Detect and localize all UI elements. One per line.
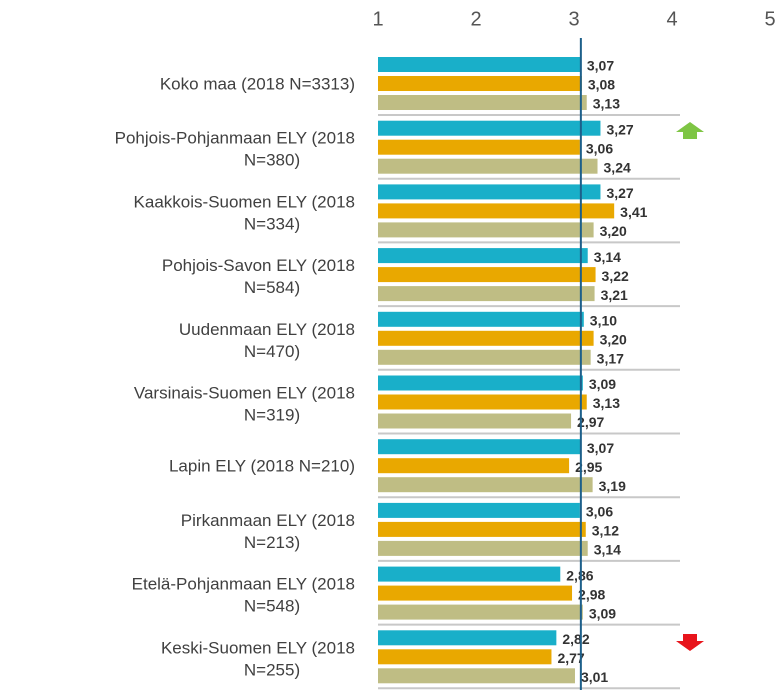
value-label: 3,24: [604, 159, 631, 175]
category-line: N=548): [244, 597, 300, 616]
category-line: N=213): [244, 533, 300, 552]
bar: [378, 222, 594, 238]
bar: [378, 158, 598, 174]
bar: [378, 120, 601, 136]
bar: [378, 585, 573, 601]
category-line: N=584): [244, 279, 300, 298]
x-tick-label: 1: [372, 8, 383, 30]
value-label: 3,19: [599, 478, 626, 494]
category-line: Uudenmaan ELY (2018: [179, 320, 355, 339]
value-label: 2,97: [577, 414, 604, 430]
category-line: N=334): [244, 215, 300, 234]
value-label: 3,41: [620, 204, 647, 220]
category-label: Etelä-Pohjanmaan ELY (2018 N=548): [132, 575, 355, 616]
bar: [378, 57, 581, 72]
bar: [378, 330, 594, 346]
value-label: 3,06: [586, 140, 613, 156]
value-label: 3,06: [586, 504, 613, 520]
value-label: 3,14: [594, 542, 621, 558]
bar: [378, 630, 557, 646]
value-label: 3,14: [594, 249, 621, 265]
category-line: N=319): [244, 406, 300, 425]
bar: [378, 540, 588, 556]
value-label: 3,10: [590, 313, 617, 329]
bar: [378, 649, 552, 665]
value-label: 3,07: [587, 440, 614, 456]
value-label: 3,21: [601, 287, 628, 303]
value-label: 2,95: [575, 459, 602, 475]
bar: [378, 521, 586, 537]
value-label: 3,17: [597, 351, 624, 367]
value-label: 3,07: [587, 58, 614, 74]
bar: [378, 604, 583, 620]
bar: [378, 375, 583, 391]
bar: [378, 566, 561, 582]
category-label: Pirkanmaan ELY (2018 N=213): [181, 511, 355, 552]
bar: [378, 439, 581, 455]
bar: [378, 349, 591, 365]
up-arrow: [676, 122, 704, 139]
category-line: N=470): [244, 342, 300, 361]
value-label: 3,08: [588, 77, 615, 93]
category-label: Keski-Suomen ELY (2018 N=255): [161, 639, 355, 680]
x-tick-label: 3: [568, 8, 579, 30]
bar: [378, 76, 582, 91]
bar: [378, 311, 584, 327]
x-tick-label: 5: [764, 8, 775, 30]
category-line: N=380): [244, 151, 300, 170]
x-tick-label: 4: [666, 8, 677, 30]
category-line: Pohjois-Savon ELY (2018: [162, 257, 355, 276]
value-label: 3,12: [592, 523, 619, 539]
value-label: 3,09: [589, 376, 616, 392]
category-label: Lapin ELY (2018 N=210): [169, 457, 355, 476]
category-label: Kaakkois-Suomen ELY (2018 N=334): [134, 193, 355, 234]
bar: [378, 248, 588, 264]
value-label: 3,22: [602, 268, 629, 284]
category-line: Pohjois-Pohjanmaan ELY (2018: [115, 129, 355, 148]
bar: [378, 286, 595, 302]
bar: [378, 203, 615, 219]
bar: [378, 668, 575, 684]
category-line: Varsinais-Suomen ELY (2018: [134, 384, 355, 403]
value-label: 2,82: [562, 631, 589, 647]
bar: [378, 139, 580, 155]
category-line: Keski-Suomen ELY (2018: [161, 639, 355, 658]
bar: [378, 502, 580, 518]
bar: [378, 95, 587, 110]
category-line: Kaakkois-Suomen ELY (2018: [134, 193, 355, 212]
value-label: 3,27: [606, 121, 633, 137]
bar: [378, 267, 596, 283]
value-label: 3,01: [581, 669, 608, 685]
bar: [378, 477, 593, 493]
category-label: Pohjois-Pohjanmaan ELY (2018 N=380): [115, 129, 355, 170]
value-label: 3,20: [600, 223, 627, 239]
x-tick-label: 2: [470, 8, 481, 30]
category-label: Koko maa (2018 N=3313): [160, 74, 355, 93]
value-label: 3,27: [606, 185, 633, 201]
bar: [378, 413, 572, 429]
value-label: 3,13: [593, 96, 620, 112]
category-line: N=255): [244, 661, 300, 680]
category-label: Varsinais-Suomen ELY (2018 N=319): [134, 384, 355, 425]
category-label: Uudenmaan ELY (2018 N=470): [179, 320, 355, 361]
value-label: 2,77: [557, 650, 584, 666]
bar: [378, 458, 570, 474]
category-line: Etelä-Pohjanmaan ELY (2018: [132, 575, 355, 594]
bar: [378, 184, 601, 200]
category-label: Pohjois-Savon ELY (2018 N=584): [162, 257, 355, 298]
value-label: 3,13: [593, 395, 620, 411]
category-line: Pirkanmaan ELY (2018: [181, 511, 355, 530]
value-label: 3,20: [600, 332, 627, 348]
bar: [378, 394, 587, 410]
value-label: 3,09: [589, 605, 616, 621]
down-arrow: [676, 634, 704, 651]
value-label: 2,98: [578, 586, 605, 602]
